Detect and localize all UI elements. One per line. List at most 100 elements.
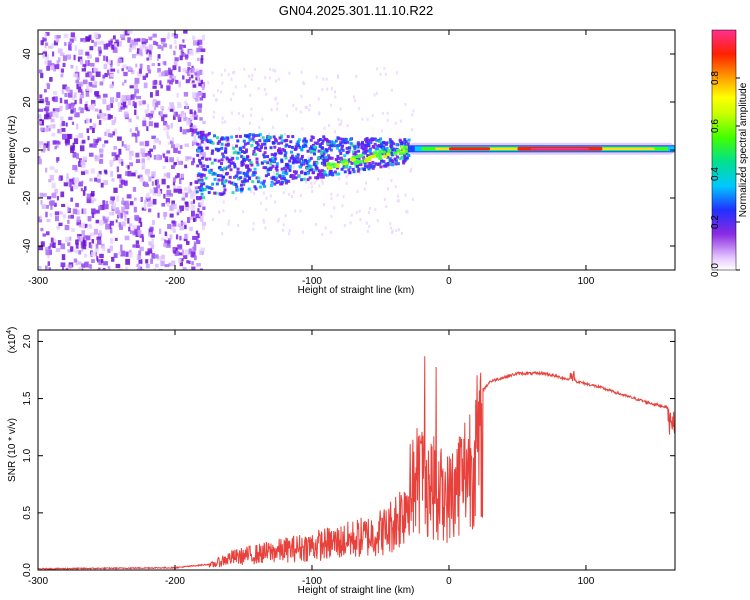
noise-pixel xyxy=(115,39,119,44)
noise-pixel xyxy=(82,156,88,160)
noise-pixel xyxy=(146,126,149,132)
signal-pixel xyxy=(325,149,329,153)
noise-pixel xyxy=(151,238,155,244)
signal-pixel xyxy=(343,137,347,141)
faint-pixel xyxy=(221,81,224,85)
noise-pixel xyxy=(88,264,92,269)
noise-pixel xyxy=(176,143,180,148)
faint-pixel xyxy=(252,227,255,231)
noise-pixel xyxy=(102,216,106,221)
x-tick-label: -300 xyxy=(28,276,48,287)
noise-pixel xyxy=(193,255,197,261)
noise-pixel xyxy=(176,92,179,98)
noise-pixel xyxy=(135,216,140,222)
signal-pixel xyxy=(205,138,209,142)
noise-pixel xyxy=(78,181,83,187)
signal-pixel xyxy=(229,161,233,165)
signal-pixel xyxy=(318,156,322,160)
signal-pixel xyxy=(258,139,262,143)
signal-pixel xyxy=(217,166,221,170)
signal-pixel xyxy=(341,148,345,152)
signal-pixel xyxy=(208,157,212,161)
noise-pixel xyxy=(174,39,177,45)
streak-pixel xyxy=(381,150,386,154)
noise-pixel xyxy=(77,261,82,265)
faint-pixel xyxy=(330,87,333,91)
signal-pixel xyxy=(399,142,403,146)
noise-pixel xyxy=(103,63,108,70)
noise-pixel xyxy=(67,92,73,98)
noise-pixel xyxy=(132,187,137,192)
noise-pixel xyxy=(47,196,52,200)
signal-pixel xyxy=(323,173,327,177)
noise-pixel xyxy=(190,74,194,79)
noise-pixel xyxy=(171,165,175,170)
noise-pixel xyxy=(175,234,179,240)
noise-pixel xyxy=(116,92,121,98)
noise-pixel xyxy=(143,82,148,89)
signal-pixel xyxy=(315,141,319,145)
signal-pixel xyxy=(217,178,221,182)
signal-pixel xyxy=(275,162,279,166)
noise-pixel xyxy=(192,217,196,223)
noise-pixel xyxy=(88,105,92,110)
noise-pixel xyxy=(189,109,193,115)
noise-pixel xyxy=(89,232,95,237)
noise-pixel xyxy=(86,197,92,204)
signal-pixel xyxy=(273,182,277,186)
signal-pixel xyxy=(298,145,302,149)
noise-pixel xyxy=(49,243,54,248)
signal-pixel xyxy=(380,152,384,156)
signal-pixel xyxy=(302,144,306,148)
noise-pixel xyxy=(56,226,61,230)
streak-pixel xyxy=(343,159,348,163)
signal-pixel xyxy=(353,145,357,149)
faint-pixel xyxy=(264,76,267,80)
noise-pixel xyxy=(158,228,162,235)
faint-pixel xyxy=(268,76,271,80)
noise-pixel xyxy=(190,115,195,120)
faint-pixel xyxy=(336,193,339,197)
noise-pixel xyxy=(88,223,92,228)
noise-pixel xyxy=(134,169,138,175)
noise-pixel xyxy=(75,202,79,208)
noise-pixel xyxy=(120,36,126,41)
noise-pixel xyxy=(153,107,156,111)
faint-pixel xyxy=(288,232,291,236)
noise-pixel xyxy=(38,265,42,270)
noise-pixel xyxy=(79,236,83,242)
streak-pixel xyxy=(359,154,364,158)
signal-pixel xyxy=(243,179,247,183)
signal-pixel xyxy=(240,187,244,191)
noise-pixel xyxy=(139,246,144,252)
noise-pixel xyxy=(179,126,182,132)
faint-pixel xyxy=(221,116,224,120)
signal-pixel xyxy=(280,134,284,138)
signal-pixel xyxy=(322,135,326,139)
noise-pixel xyxy=(55,36,60,43)
noise-pixel xyxy=(49,111,54,117)
noise-pixel xyxy=(93,41,97,47)
noise-pixel xyxy=(99,204,105,211)
noise-pixel xyxy=(83,240,87,247)
signal-pixel xyxy=(242,139,246,143)
faint-pixel xyxy=(368,207,371,211)
noise-pixel xyxy=(193,241,197,246)
faint-pixel xyxy=(276,102,279,106)
noise-pixel xyxy=(169,213,174,218)
noise-pixel xyxy=(75,135,79,139)
noise-pixel xyxy=(160,106,165,110)
signal-pixel xyxy=(275,168,279,172)
noise-pixel xyxy=(197,103,203,108)
noise-pixel xyxy=(170,144,176,149)
signal-pixel xyxy=(318,170,322,174)
signal-pixel xyxy=(362,159,366,163)
noise-pixel xyxy=(72,73,78,78)
noise-pixel xyxy=(137,175,140,179)
signal-pixel xyxy=(216,174,220,178)
signal-pixel xyxy=(291,156,295,160)
noise-pixel xyxy=(92,143,97,148)
signal-pixel xyxy=(280,160,284,164)
signal-pixel xyxy=(366,141,370,145)
